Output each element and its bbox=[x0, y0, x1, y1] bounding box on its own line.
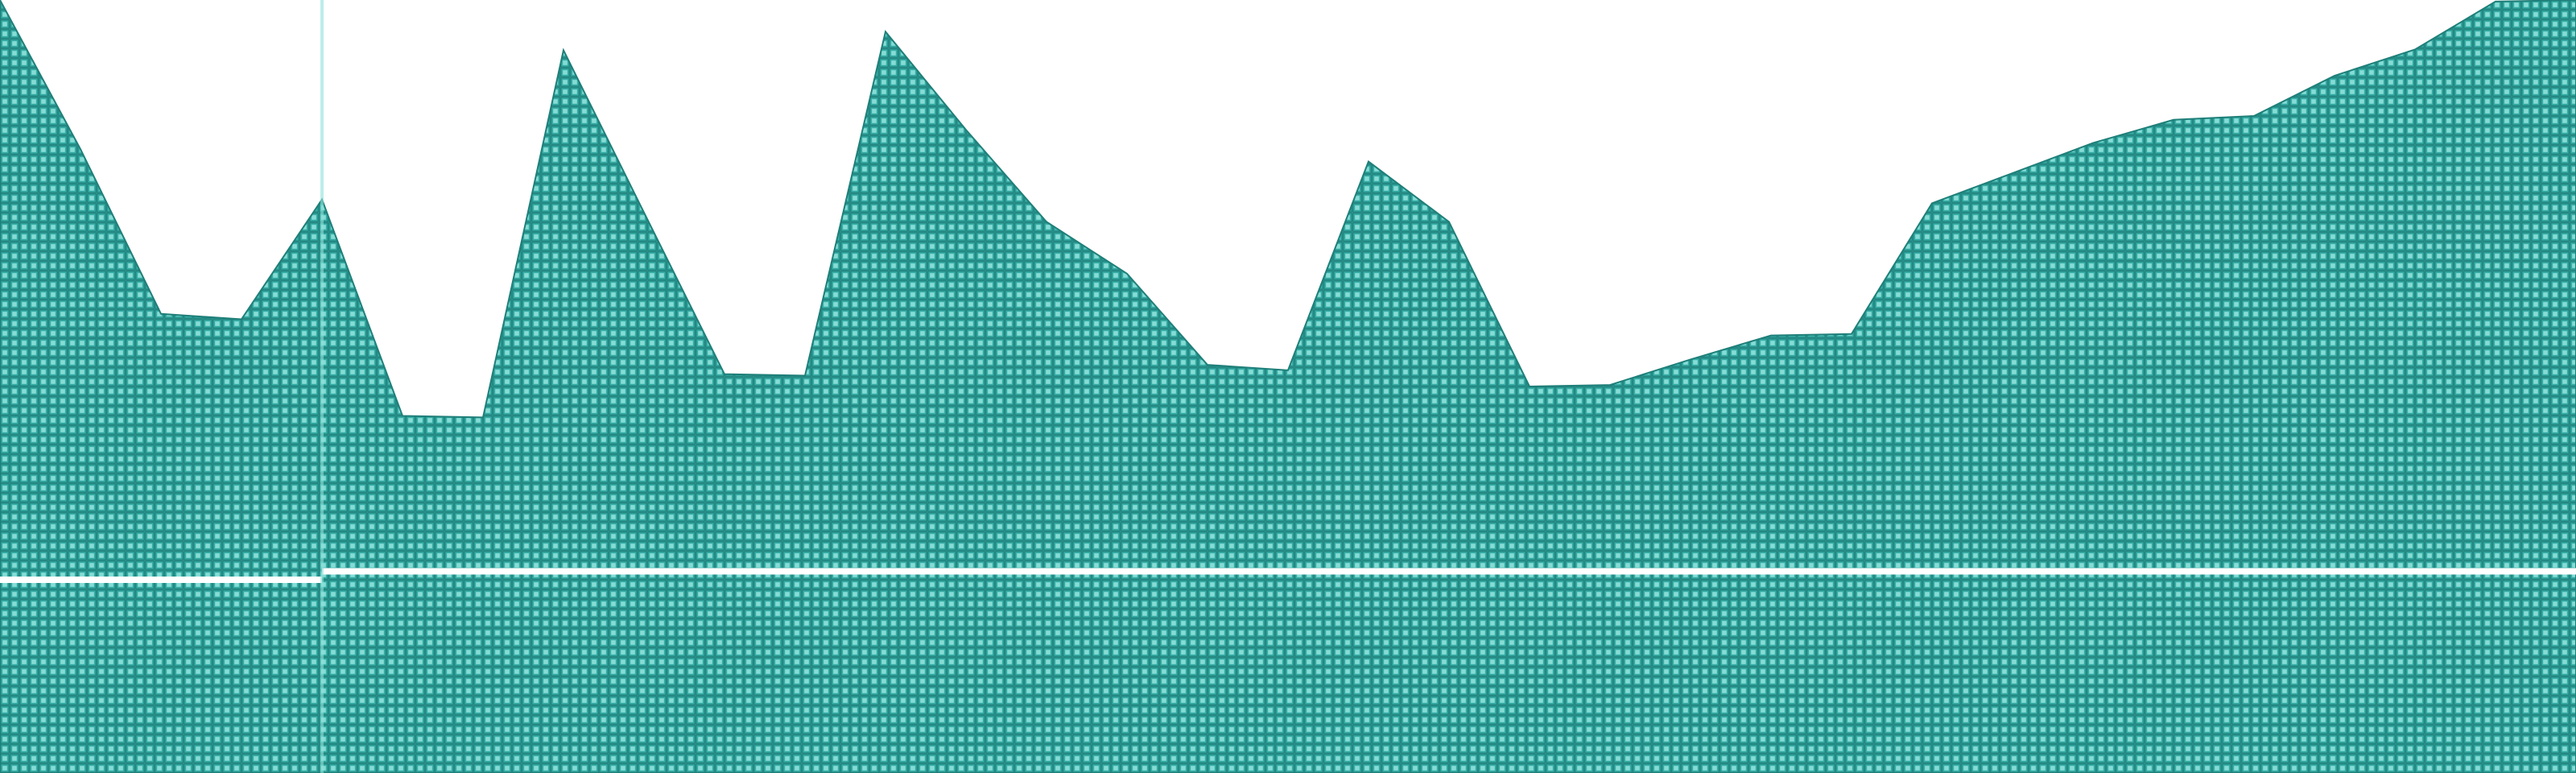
area-chart bbox=[0, 0, 2576, 773]
area-series bbox=[0, 0, 2576, 773]
chart-root bbox=[0, 0, 2576, 773]
plot-layer bbox=[0, 0, 2576, 773]
